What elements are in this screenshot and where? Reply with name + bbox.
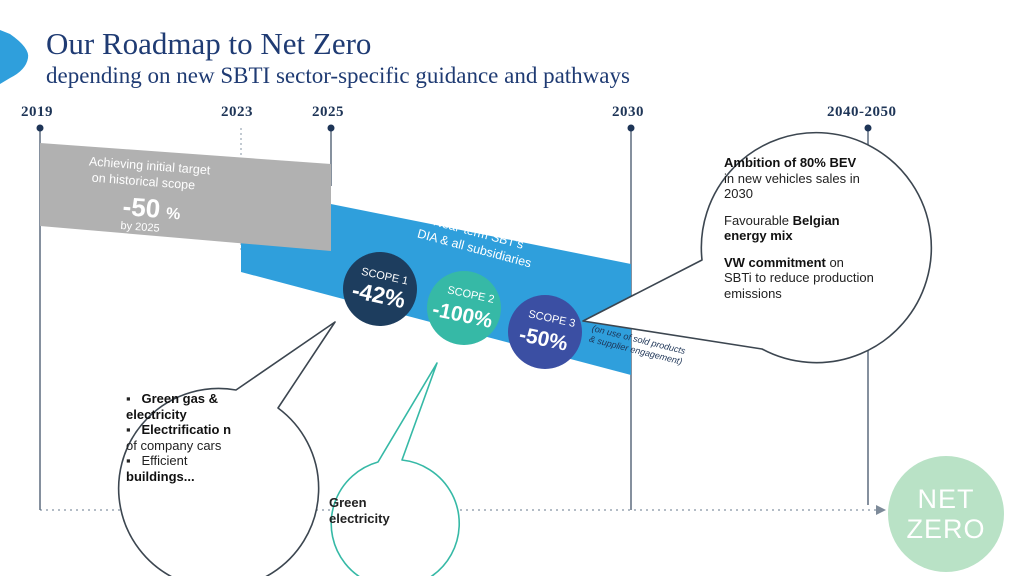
year-marker-2019 <box>36 124 44 132</box>
right-bubble-vw: VW commitment <box>724 254 826 270</box>
right-bubble-energy-prefix: Favourable <box>724 212 793 228</box>
year-label-2030: 2030 <box>612 104 644 120</box>
scope1-circle <box>343 252 417 326</box>
year-marker-2025 <box>327 124 335 132</box>
year-label-2040-2050: 2040-2050 <box>827 104 897 120</box>
year-label-2019: 2019 <box>21 104 53 120</box>
left-item2-bold: Electrificatio n <box>141 422 232 437</box>
list-item: ▪ Efficient buildings... <box>126 453 238 484</box>
green-callout-bubble <box>330 362 461 576</box>
right-bubble-bev: Ambition of 80% BEV <box>724 155 857 170</box>
list-item: ▪ Electrificatio n of company cars <box>126 422 238 453</box>
grey-band-note: by 2025 <box>120 220 160 235</box>
page-subtitle: depending on new SBTI sector-specific gu… <box>46 63 630 88</box>
bullet-icon: ▪ <box>126 391 142 406</box>
green-bubble-text: Green electricity <box>329 495 419 526</box>
right-callout-bubble <box>582 131 933 364</box>
right-bubble-energy: Belgian energy mix <box>724 212 840 244</box>
right-bubble-text: Ambition of 80% BEV in new vehicles sales… <box>724 155 874 312</box>
bullet-icon: ▪ <box>126 453 142 468</box>
left-bubble-text: ▪ Green gas & electricity ▪ Electrificat… <box>126 391 238 484</box>
accent-shape <box>0 30 29 84</box>
page-title: Our Roadmap to Net Zero <box>46 26 372 61</box>
left-item2-rest: of company cars <box>126 437 222 453</box>
timeline-arrow-icon <box>876 505 886 515</box>
left-item1: Green gas & electricity <box>126 391 219 422</box>
list-item: ▪ Green gas & electricity <box>126 391 238 422</box>
scope2-circle <box>427 271 501 345</box>
scope3-circle <box>508 295 582 369</box>
grey-band-unit: % <box>165 205 180 223</box>
bullet-icon: ▪ <box>126 422 142 437</box>
net-zero-badge: NET ZERO <box>888 456 1004 572</box>
green-bubble-line1: Green <box>329 495 367 510</box>
green-bubble-line2: electricity <box>329 510 390 526</box>
year-marker-2040-2050 <box>864 124 872 132</box>
grey-band-value: -50 <box>122 191 162 224</box>
right-bubble-vw-detail: on SBTi to reduce production emissions <box>724 254 874 301</box>
left-item3-bold: buildings... <box>126 468 195 484</box>
net-zero-line1: NET <box>917 484 975 514</box>
left-item3-plain: Efficient <box>141 453 188 468</box>
year-marker-2030 <box>627 124 635 132</box>
historical-target-band <box>40 143 331 251</box>
right-bubble-bev-detail: in new vehicles sales in 2030 <box>724 170 860 202</box>
net-zero-line2: ZERO <box>906 514 986 544</box>
left-bubble-list: ▪ Green gas & electricity ▪ Electrificat… <box>126 391 238 484</box>
left-callout-bubble <box>117 321 336 576</box>
year-label-2025: 2025 <box>312 104 344 120</box>
year-label-2023: 2023 <box>221 104 253 120</box>
